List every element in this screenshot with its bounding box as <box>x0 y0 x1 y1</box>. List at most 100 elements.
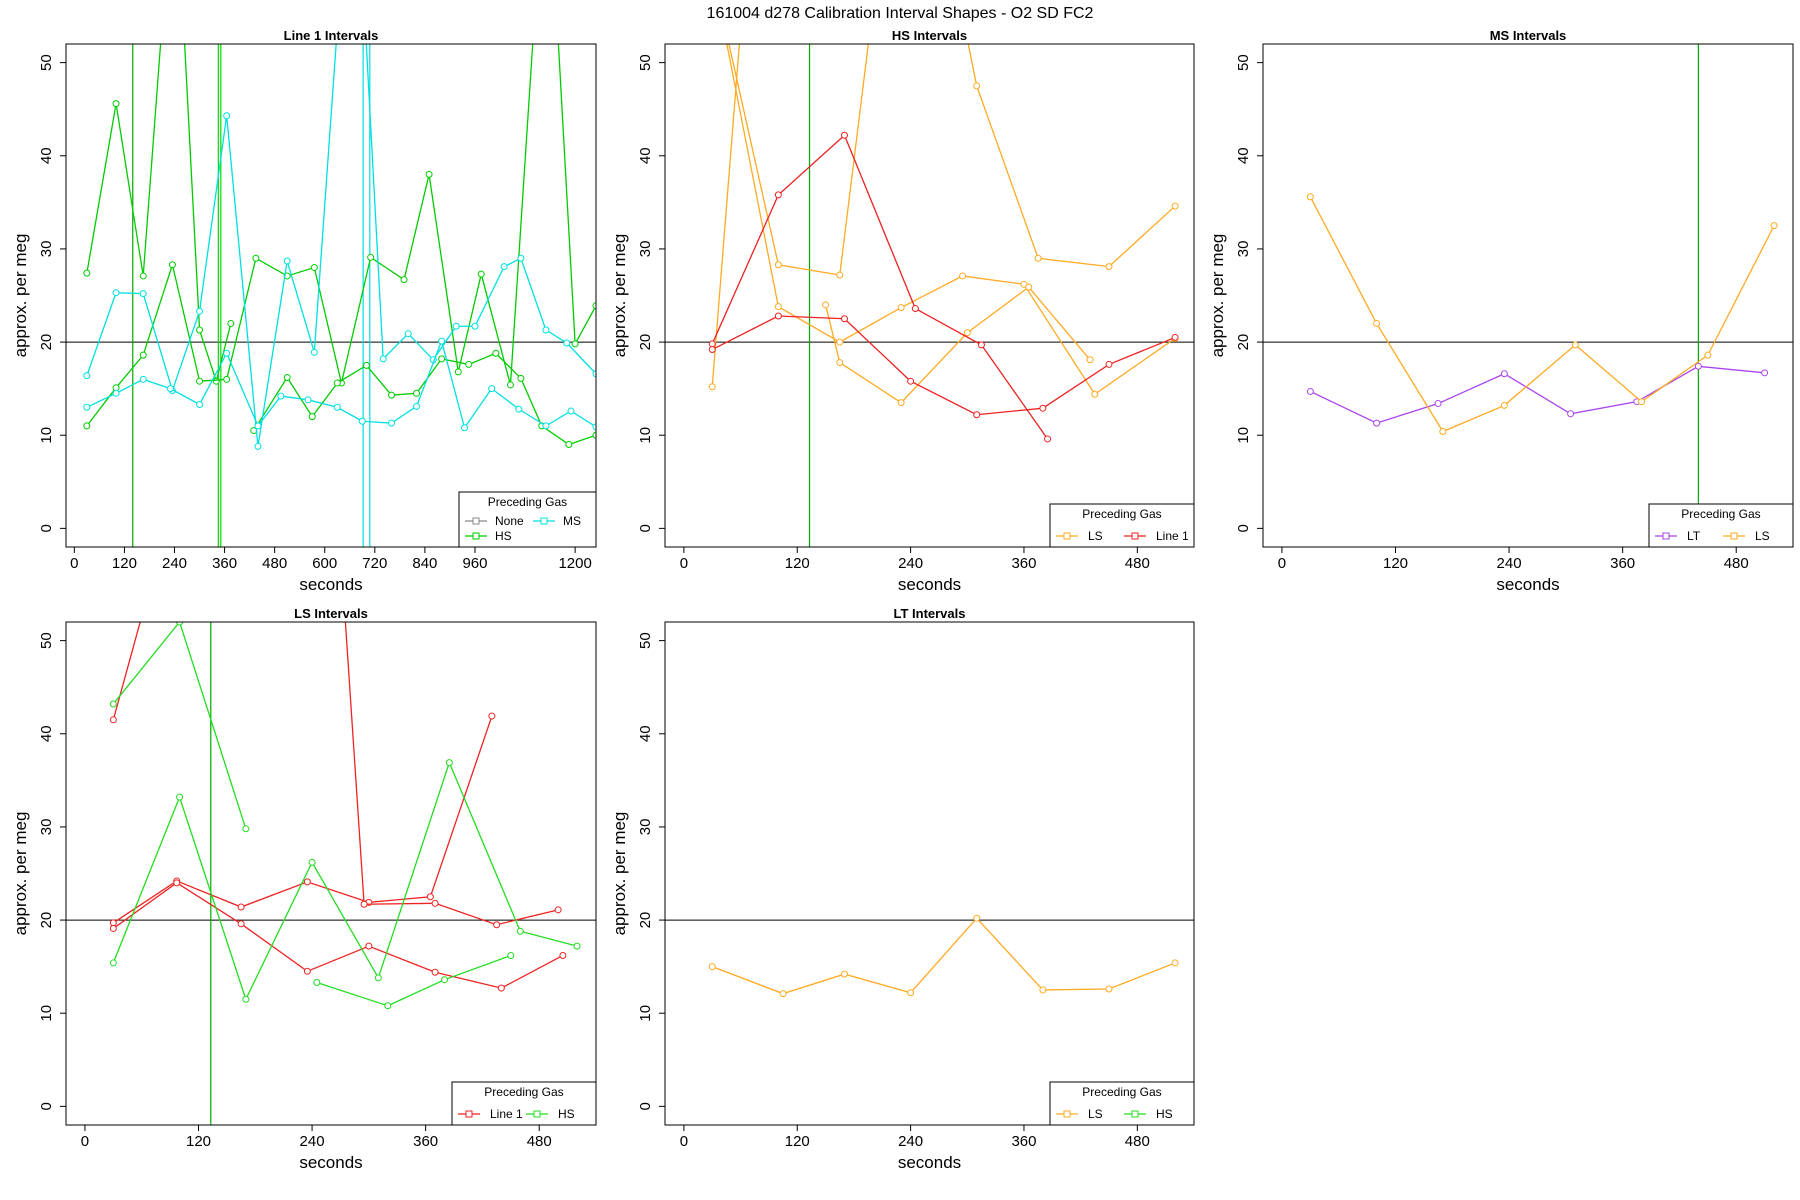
data-point <box>1770 222 1778 230</box>
legend-entry-label: LS <box>1755 529 1770 543</box>
data-point <box>1171 202 1179 210</box>
x-tick-label: 120 <box>1383 555 1408 572</box>
y-tick-label: 10 <box>1235 427 1252 444</box>
x-tick-label: 240 <box>1497 555 1522 572</box>
legend-box <box>458 491 597 548</box>
data-point <box>559 951 567 959</box>
x-tick-label: 360 <box>413 1133 438 1150</box>
data-point <box>542 326 550 334</box>
data-point <box>1571 341 1579 349</box>
y-tick-label: 40 <box>637 147 654 164</box>
data-point <box>413 389 421 397</box>
y-axis-label: approx. per meg <box>11 812 30 936</box>
data-point <box>592 431 596 439</box>
data-point <box>1373 419 1381 427</box>
legend-entry-label: Line 1 <box>1156 529 1189 543</box>
data-point <box>1373 319 1381 327</box>
series-line-ms <box>86 339 596 430</box>
y-tick-label: 50 <box>637 54 654 71</box>
series-line-ls <box>711 44 741 387</box>
legend-title: Preceding Gas <box>488 495 567 509</box>
data-point <box>166 385 174 393</box>
legend-box <box>451 1081 597 1126</box>
data-point <box>308 413 316 421</box>
data-point <box>516 927 524 935</box>
panel-4: LS Intervals 0 120 240 360 480 seconds 0 10 20 30 4… <box>11 606 597 1172</box>
data-point <box>708 963 716 971</box>
series-line-ls <box>824 286 1091 404</box>
data-point <box>109 716 117 724</box>
y-tick-label: 10 <box>637 1005 654 1022</box>
data-point <box>963 329 971 337</box>
data-point <box>1434 400 1442 408</box>
y-tick-label: 40 <box>1235 147 1252 164</box>
legend-box <box>1049 503 1195 548</box>
data-point <box>774 191 782 199</box>
plot-frame <box>664 621 1195 1126</box>
series-line-hs <box>86 44 232 384</box>
data-point <box>1306 387 1314 395</box>
data-point <box>477 270 485 278</box>
y-tick-label: 0 <box>38 524 55 532</box>
data-point <box>1025 283 1033 291</box>
data-point <box>379 355 387 363</box>
x-tick-label: 480 <box>1125 1133 1150 1150</box>
data-point <box>438 337 446 345</box>
data-point <box>83 372 91 380</box>
data-point <box>242 995 250 1003</box>
y-tick-label: 20 <box>637 334 654 351</box>
data-point <box>1091 390 1099 398</box>
data-point <box>310 264 318 272</box>
data-point <box>592 423 596 431</box>
plot-frame <box>65 621 597 1126</box>
data-point <box>242 825 250 833</box>
panel-1: Line 1 Intervals 0 120 240 360 480 600 720 840 96… <box>11 28 597 594</box>
data-point <box>112 289 120 297</box>
data-point <box>517 374 525 382</box>
x-tick-label: 0 <box>81 1133 89 1150</box>
data-point <box>1039 404 1047 412</box>
data-point <box>254 442 262 450</box>
data-point <box>404 330 412 338</box>
y-axis-label: approx. per meg <box>1208 234 1227 358</box>
y-tick-label: 10 <box>38 1005 55 1022</box>
data-point <box>1171 959 1179 967</box>
plot-area <box>1263 44 1793 547</box>
data-point <box>168 261 176 269</box>
data-point <box>517 254 525 262</box>
series-line-hs <box>316 954 512 1007</box>
series-line-line-1 <box>711 315 1176 416</box>
series-line-line-1 <box>112 622 141 720</box>
data-point <box>360 900 368 908</box>
data-point <box>454 368 462 376</box>
y-tick-label: 50 <box>637 632 654 649</box>
series-line-ls <box>712 917 1176 995</box>
data-point <box>304 396 312 404</box>
data-point <box>461 424 469 432</box>
panel-title: LT Intervals <box>893 606 965 621</box>
data-point <box>973 914 981 922</box>
data-point <box>1439 427 1447 435</box>
plot-area <box>665 914 1194 998</box>
data-point <box>836 359 844 367</box>
y-tick-label: 40 <box>38 725 55 742</box>
x-tick-label: 0 <box>680 1133 688 1150</box>
data-point <box>310 348 318 356</box>
y-axis-label: approx. per meg <box>610 234 629 358</box>
x-tick-label: 480 <box>262 555 287 572</box>
y-tick-label: 30 <box>38 241 55 258</box>
data-point <box>277 392 285 400</box>
plot-frame <box>65 43 597 548</box>
y-tick-label: 20 <box>637 912 654 929</box>
data-point <box>83 422 91 430</box>
data-point <box>506 381 514 389</box>
legend-entry-label: LT <box>1687 529 1701 543</box>
legend-entry-label: LS <box>1088 1107 1103 1121</box>
data-point <box>237 903 245 911</box>
x-tick-label: 360 <box>1610 555 1635 572</box>
plot-area <box>66 622 596 1125</box>
data-point <box>840 131 848 139</box>
x-tick-label: 240 <box>300 1133 325 1150</box>
data-point <box>1105 985 1113 993</box>
data-point <box>196 326 204 334</box>
